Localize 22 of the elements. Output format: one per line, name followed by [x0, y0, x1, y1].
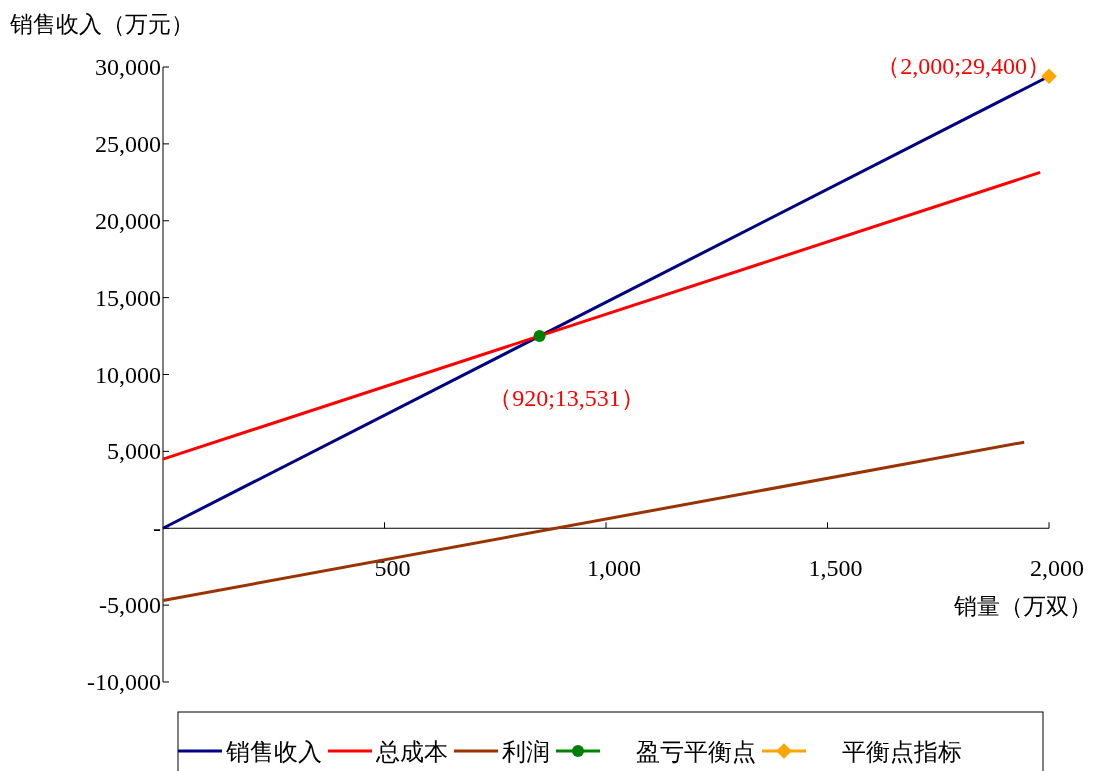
x-tick-label: 1,000	[587, 555, 641, 582]
y-tick-label: 15,000	[95, 284, 161, 311]
y-tick-label: 5,000	[107, 438, 161, 465]
x-axis-title: 销量（万双）	[953, 593, 1092, 619]
y-tick-label: 10,000	[95, 361, 161, 388]
y-tick-label: 25,000	[95, 130, 161, 157]
y-tick-label: -	[153, 515, 161, 542]
legend-label: 平衡点指标	[842, 738, 962, 766]
y-tick-label: 20,000	[95, 207, 161, 234]
legend-label: 利润	[502, 738, 550, 766]
legend-label: 销售收入	[225, 738, 322, 766]
y-tick-label: -10,000	[87, 669, 161, 695]
annotation: （920;13,531）	[488, 385, 645, 412]
y-axis-title: 销售收入（万元）	[9, 11, 194, 37]
legend-label: 总成本	[375, 738, 448, 766]
x-tick-label: 2,000	[1030, 555, 1084, 582]
y-tick-label: -5,000	[99, 592, 161, 619]
x-tick-label: 500	[374, 555, 411, 582]
legend-label: 盈亏平衡点	[636, 738, 756, 766]
annotation: （2,000;29,400）	[876, 53, 1051, 80]
x-tick-label: 1,500	[808, 555, 863, 582]
y-tick-label: 30,000	[95, 54, 161, 80]
